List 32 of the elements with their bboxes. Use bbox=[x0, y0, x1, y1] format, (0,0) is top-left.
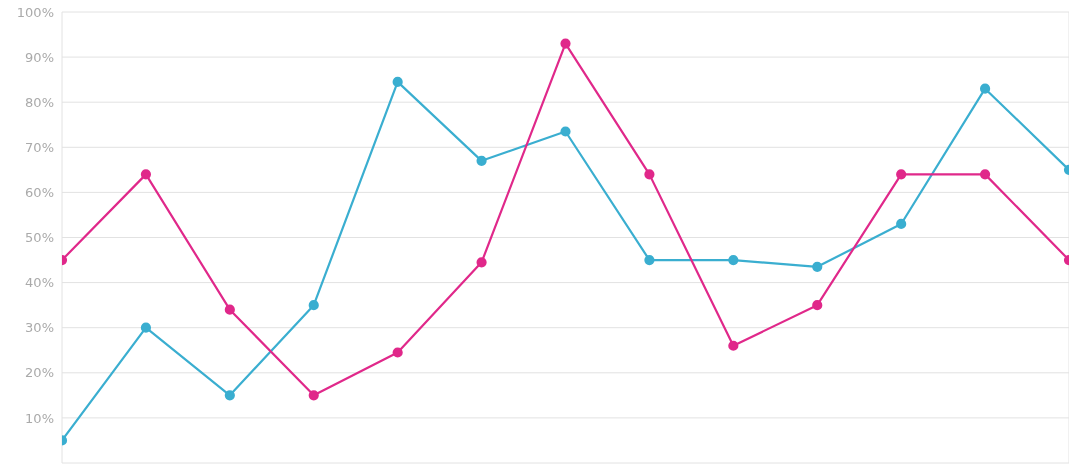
y-tick-label: 40% bbox=[25, 275, 54, 291]
y-tick-label: 30% bbox=[25, 320, 54, 336]
point bbox=[224, 390, 235, 401]
point bbox=[728, 254, 739, 266]
point bbox=[476, 155, 487, 166]
point bbox=[392, 347, 403, 358]
y-tick-label: 20% bbox=[25, 365, 54, 381]
point bbox=[728, 340, 739, 351]
point bbox=[979, 169, 991, 180]
point bbox=[476, 257, 487, 268]
point bbox=[224, 304, 235, 315]
point bbox=[140, 169, 152, 180]
point bbox=[140, 322, 152, 333]
y-tick-label: 70% bbox=[25, 139, 54, 155]
y-tick-label: 80% bbox=[25, 94, 54, 110]
point bbox=[560, 38, 571, 49]
point bbox=[812, 300, 823, 311]
point bbox=[644, 169, 655, 180]
y-tick-label: 50% bbox=[25, 230, 54, 246]
point bbox=[812, 261, 823, 272]
point bbox=[560, 126, 571, 137]
y-tick-label: 10% bbox=[25, 410, 54, 426]
point bbox=[979, 83, 991, 94]
point bbox=[308, 300, 319, 311]
point bbox=[896, 218, 907, 230]
point bbox=[308, 390, 319, 401]
y-tick-label: 90% bbox=[25, 49, 54, 65]
y-tick-label: 60% bbox=[25, 185, 54, 201]
point bbox=[896, 169, 907, 180]
point bbox=[392, 76, 403, 88]
point bbox=[644, 254, 655, 266]
y-tick-label: 100% bbox=[16, 4, 54, 20]
